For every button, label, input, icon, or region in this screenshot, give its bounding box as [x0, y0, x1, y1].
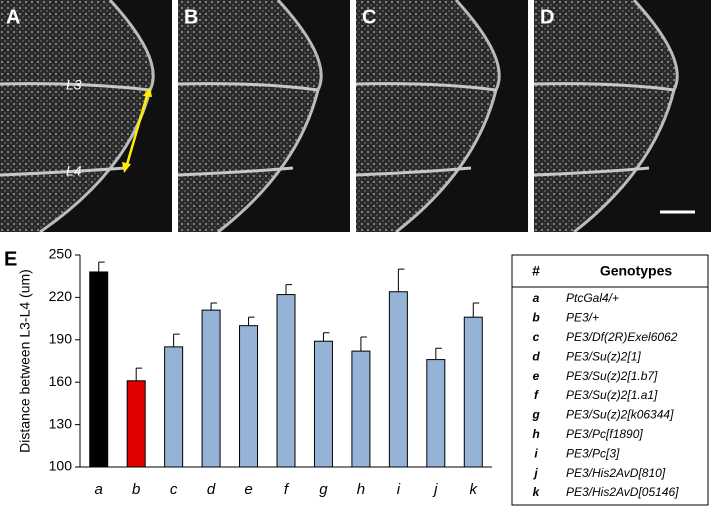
image-panel: B [178, 0, 350, 232]
error-bar [135, 367, 143, 381]
table-key: f [534, 388, 539, 402]
table-genotype: PE3/His2AvD[810] [566, 466, 666, 480]
y-tick-label: 130 [49, 415, 73, 431]
x-tick-label: b [132, 481, 140, 498]
panel-label: A [6, 6, 20, 28]
bar [463, 316, 483, 468]
table-genotype: PE3/+ [566, 311, 599, 325]
table-header: Genotypes [600, 263, 673, 279]
y-tick-label: 100 [49, 458, 73, 474]
y-axis-label: Distance between L3-L4 (um) [17, 269, 33, 453]
vein [356, 82, 497, 92]
error-bar [360, 336, 367, 352]
panel-label: C [362, 6, 376, 28]
table-key: b [532, 311, 539, 325]
vein-label: L3 [66, 77, 82, 93]
image-panels: A B C D [0, 0, 711, 232]
arrow-head [122, 162, 131, 173]
bar [89, 271, 109, 468]
panel-label: B [184, 6, 198, 28]
table-genotype: PE3/Pc[3] [566, 446, 620, 460]
arrow-head [143, 87, 152, 97]
panel-label: E [4, 248, 17, 270]
vein-label: L4 [66, 163, 82, 179]
table-genotype: PE3/Su(z)2[1] [566, 349, 641, 363]
vein [0, 82, 151, 92]
x-tick-label: j [432, 481, 438, 498]
error-bar [397, 268, 405, 292]
error-bar [322, 332, 330, 342]
table-genotype: PE3/Df(2R)Exel6062 [566, 330, 678, 344]
vein [178, 166, 294, 177]
image-panel: A [0, 0, 172, 232]
y-tick-label: 220 [49, 288, 73, 304]
table-genotype: PE3/Pc[f1890] [566, 427, 643, 441]
table-key: k [533, 485, 541, 499]
table-key: h [532, 427, 539, 441]
bar [239, 325, 259, 468]
wing-margin [573, 0, 679, 232]
table-key: j [532, 466, 538, 480]
vein [356, 166, 472, 177]
bar [164, 346, 184, 468]
error-bar [472, 302, 480, 318]
bar [126, 380, 146, 468]
bar [351, 350, 371, 468]
table-key: a [533, 291, 540, 305]
bar [201, 309, 221, 468]
image-panel: D [534, 0, 711, 232]
table-key: e [533, 369, 540, 383]
bar [276, 294, 296, 468]
wing-margin [395, 0, 501, 232]
x-tick-label: g [319, 481, 328, 498]
table-key: g [531, 408, 540, 422]
error-bar [98, 261, 105, 272]
error-bar [248, 316, 255, 326]
error-bar [285, 284, 292, 295]
table-key: i [534, 446, 538, 460]
measure-arrow [124, 91, 150, 169]
x-tick-label: e [244, 481, 252, 498]
table-genotype: PE3/His2AvD[05146] [566, 485, 679, 499]
error-bar [173, 333, 180, 347]
bar [426, 359, 446, 468]
table-genotype: PE3/Su(z)2[1.b7] [566, 369, 658, 383]
x-tick-label: a [95, 481, 103, 498]
y-tick-label: 190 [49, 331, 73, 347]
bar [313, 340, 333, 468]
x-tick-label: i [397, 481, 401, 498]
table-header: # [532, 263, 540, 279]
vein [0, 166, 126, 177]
x-tick-label: f [284, 481, 290, 498]
table-key: d [532, 349, 540, 363]
image-panel: C [356, 0, 528, 232]
vein [534, 166, 650, 177]
bar [388, 291, 408, 468]
table-genotype: PtcGal4/+ [566, 291, 619, 305]
error-bar [210, 302, 218, 311]
table-key: c [533, 330, 540, 344]
x-tick-label: k [470, 481, 479, 498]
y-tick-label: 160 [49, 373, 73, 389]
table-border [511, 254, 709, 506]
error-bar [435, 347, 442, 360]
wing-margin [217, 0, 323, 232]
vein [534, 82, 675, 92]
x-tick-label: h [357, 481, 365, 498]
x-tick-label: d [207, 481, 216, 498]
table-genotype: PE3/Su(z)2[k06344] [566, 408, 674, 422]
vein [178, 82, 319, 92]
x-tick-label: c [170, 481, 178, 498]
table-genotype: PE3/Su(z)2[1.a1] [566, 388, 658, 402]
y-tick-label: 250 [49, 246, 73, 262]
panel-label: D [540, 6, 554, 28]
